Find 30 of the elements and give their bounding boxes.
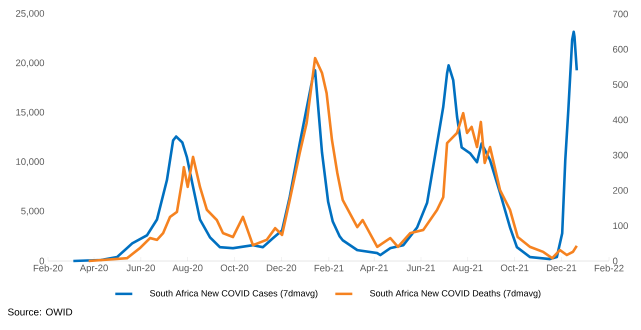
x-tick-label: Aug-21 xyxy=(452,264,483,274)
x-tick-label: Apr-20 xyxy=(80,264,108,274)
y-tick-label: 0 xyxy=(40,258,44,264)
legend-label: South Africa New COVID Deaths (7dmavg) xyxy=(370,290,540,298)
y2-tick-label: 0 xyxy=(612,258,618,264)
x-tick-label: Feb-21 xyxy=(314,264,344,272)
y2-tick-label: 700 xyxy=(613,10,628,18)
y-tick-label: 15,000 xyxy=(16,108,44,117)
y2-tick-label: 400 xyxy=(612,116,628,124)
y2-tick-label: 200 xyxy=(613,187,628,194)
y2-tick-label: 500 xyxy=(612,81,628,88)
y-tick-label: 5,000 xyxy=(21,208,44,216)
x-tick-label: Dec-21 xyxy=(546,264,576,272)
legend-label: South Africa New COVID Cases (7dmavg) xyxy=(150,290,318,298)
y-tick-label: 10,000 xyxy=(16,158,44,166)
y-tick-label: 20,000 xyxy=(16,59,44,68)
x-tick-label: Aug-20 xyxy=(172,264,203,274)
y2-tick-label: 600 xyxy=(613,46,628,53)
x-tick-label: Oct-20 xyxy=(220,264,248,272)
x-tick-label: Jun-21 xyxy=(406,264,435,272)
x-tick-label: Feb-22 xyxy=(594,264,624,272)
x-tick-label: Jun-20 xyxy=(126,264,155,272)
y2-tick-label: 100 xyxy=(613,222,628,230)
x-tick-label: Dec-20 xyxy=(266,264,296,272)
y2-tick-label: 300 xyxy=(612,152,628,158)
x-tick-label: Apr-21 xyxy=(360,264,388,274)
x-tick-label: Oct-21 xyxy=(500,264,528,272)
source-note: Source: OWID xyxy=(8,308,72,316)
x-tick-label: Feb-20 xyxy=(34,264,63,272)
y-tick-label: 25,000 xyxy=(16,10,44,18)
